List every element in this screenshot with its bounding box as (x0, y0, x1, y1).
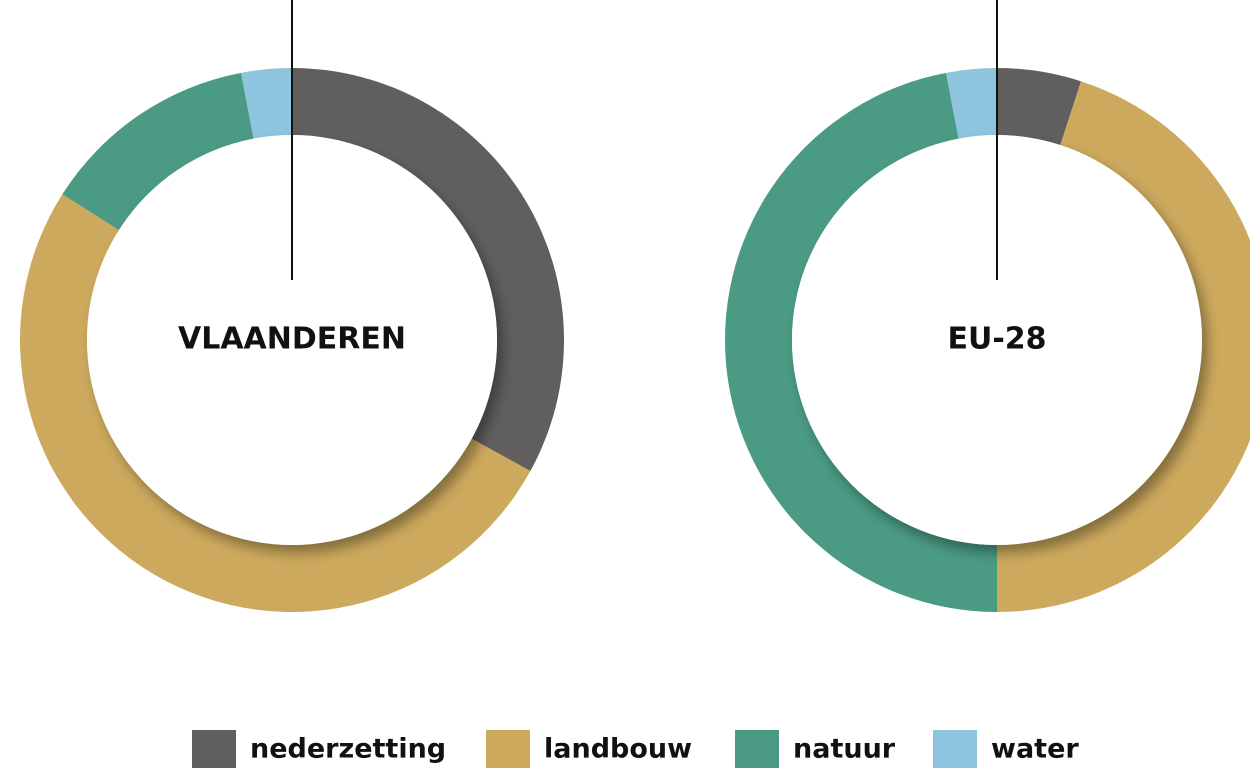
legend-label: nederzetting (250, 734, 446, 765)
legend-label: landbouw (544, 734, 692, 765)
donut-hole (792, 135, 1202, 545)
legend-swatch (735, 730, 779, 768)
donut-slice (241, 68, 292, 139)
legend-swatch (933, 730, 977, 768)
donut-slice (946, 68, 997, 139)
donut-slice (62, 72, 254, 231)
donut-hole (87, 135, 497, 545)
legend-label: water (991, 734, 1079, 765)
donut-slice (292, 68, 564, 472)
donut-slice (997, 81, 1250, 612)
legend-label: natuur (793, 734, 896, 765)
legend-swatch (192, 730, 236, 768)
donut-slice (997, 68, 1082, 146)
center-label: VLAANDEREN (178, 322, 406, 357)
center-label: EU-28 (947, 322, 1046, 357)
donut-slice (725, 72, 997, 612)
donut-slice (19, 194, 531, 613)
legend-swatch (486, 730, 530, 768)
